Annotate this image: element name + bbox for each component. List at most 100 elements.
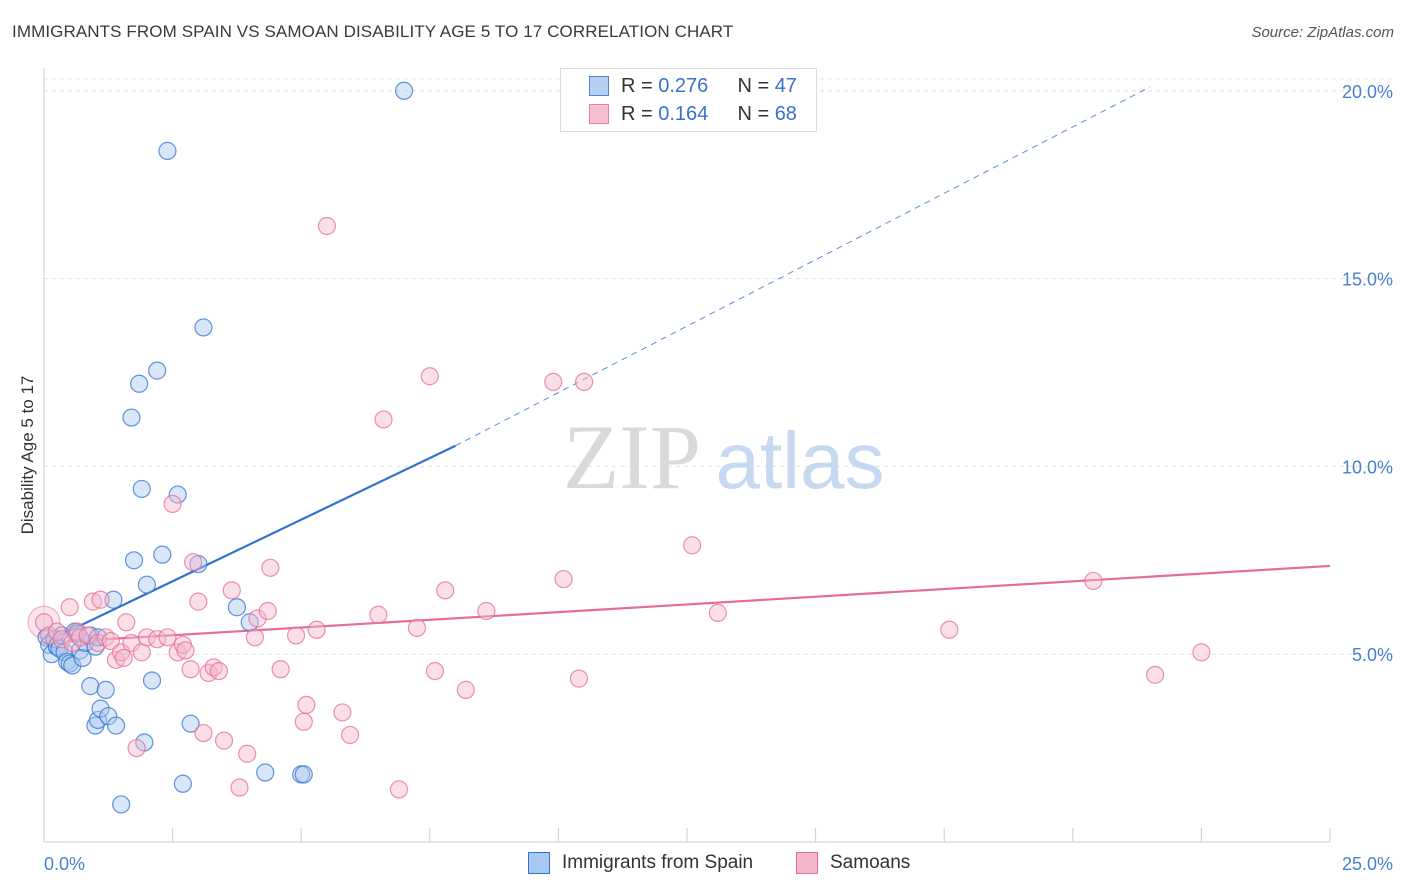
data-point-samoans xyxy=(569,669,589,688)
data-point-samoans xyxy=(407,618,427,638)
data-point-spain xyxy=(73,648,92,668)
axes xyxy=(43,68,1331,843)
data-point-samoans xyxy=(708,603,727,622)
data-point-spain xyxy=(194,318,213,337)
grid-lines xyxy=(44,78,1395,655)
data-point-samoans xyxy=(286,626,306,645)
legend-item-samoans[interactable]: Samoans xyxy=(796,852,910,874)
y-tick-label: 5.0% xyxy=(1352,645,1393,665)
data-point-samoans xyxy=(132,643,151,662)
tick-labels: 5.0% 10.0% 15.0% 20.0% 0.0% 25.0% xyxy=(44,82,1393,874)
data-point-samoans xyxy=(456,680,475,699)
data-point-spain xyxy=(106,716,126,735)
data-point-samoans xyxy=(230,778,249,797)
legend-item-spain[interactable]: Immigrants from Spain xyxy=(528,852,753,874)
data-point-spain xyxy=(99,707,118,726)
x-tick-label: 0.0% xyxy=(44,854,85,874)
legend-label-samoans: Samoans xyxy=(830,852,911,873)
trend-line-spain-extension xyxy=(455,86,1151,447)
legend-r-label: R = xyxy=(621,102,659,125)
data-point-spain xyxy=(256,763,275,782)
data-point-spain xyxy=(122,408,141,427)
data-point-samoans xyxy=(209,661,228,681)
data-point-samoans xyxy=(369,605,388,624)
data-point-spain xyxy=(63,656,82,675)
legend-r-label: R = xyxy=(621,74,659,97)
data-point-spain xyxy=(88,710,108,730)
data-point-spain xyxy=(112,795,131,814)
data-point-samoans xyxy=(101,631,120,651)
legend-n-value: 47 xyxy=(774,74,797,97)
data-point-samoans xyxy=(117,613,136,632)
data-point-samoans xyxy=(78,626,97,645)
legend-swatch-spain xyxy=(528,852,550,874)
legend-swatch-blue xyxy=(589,76,609,96)
watermark: ZIP atlas xyxy=(563,406,884,508)
legend-n-label: N = xyxy=(737,102,775,125)
data-point-samoans xyxy=(238,744,257,763)
data-point-samoans xyxy=(245,628,265,647)
data-point-spain xyxy=(81,677,100,696)
trend-line-spain xyxy=(43,444,456,644)
legend-label-spain: Immigrants from Spain xyxy=(562,852,754,873)
data-point-samoans xyxy=(333,703,352,722)
data-point-samoans xyxy=(420,367,439,386)
data-point-samoans xyxy=(1192,643,1211,662)
data-point-spain xyxy=(227,598,246,617)
y-tick-label: 15.0% xyxy=(1342,270,1393,290)
legend-swatch-pink xyxy=(589,104,609,124)
data-point-samoans xyxy=(575,372,594,391)
data-point-spain xyxy=(153,545,172,564)
data-point-samoans xyxy=(294,712,313,731)
data-point-samoans xyxy=(248,609,267,628)
data-point-samoans xyxy=(389,780,409,799)
data-point-samoans xyxy=(374,410,393,429)
x-tick-label: 25.0% xyxy=(1342,854,1393,874)
legend-n-value: 68 xyxy=(774,102,797,125)
watermark-atlas: atlas xyxy=(716,416,885,505)
data-point-samoans xyxy=(194,723,213,743)
data-point-samoans xyxy=(181,660,200,679)
data-points xyxy=(27,81,1211,814)
legend-box: R = 0.276 N = 47 R = 0.164 N = 68 xyxy=(560,68,817,132)
trend-lines xyxy=(43,86,1331,645)
data-point-samoans xyxy=(683,536,702,555)
series-legend: Immigrants from Spain Samoans xyxy=(0,850,1406,878)
data-point-samoans xyxy=(261,558,280,577)
legend-swatch-samoans xyxy=(796,852,818,874)
data-point-spain xyxy=(137,575,156,594)
data-point-spain xyxy=(158,141,177,160)
data-point-samoans xyxy=(317,216,337,236)
source-label: Source: ZipAtlas.com xyxy=(1251,24,1394,41)
data-point-samoans xyxy=(214,731,234,750)
data-point-samoans xyxy=(189,592,208,611)
data-point-spain xyxy=(130,374,149,393)
y-tick-label: 20.0% xyxy=(1342,82,1393,102)
data-point-samoans xyxy=(340,725,360,745)
data-point-spain xyxy=(168,485,187,504)
data-point-samoans xyxy=(544,372,563,391)
data-point-samoans xyxy=(307,620,326,639)
data-point-samoans xyxy=(184,553,203,572)
data-point-spain xyxy=(173,774,192,793)
data-point-samoans xyxy=(258,601,277,621)
data-point-samoans xyxy=(176,641,195,660)
y-tick-label: 10.0% xyxy=(1342,457,1393,477)
data-point-samoans xyxy=(1084,571,1103,591)
legend-n-label: N = xyxy=(737,74,775,97)
data-point-spain xyxy=(394,81,414,100)
data-point-samoans xyxy=(163,494,182,514)
data-point-samoans xyxy=(1146,665,1165,684)
data-point-samoans xyxy=(425,661,445,681)
data-point-samoans xyxy=(52,630,72,649)
data-point-samoans xyxy=(60,598,79,617)
data-point-spain xyxy=(148,361,167,380)
data-point-spain xyxy=(181,714,200,733)
legend-r-text: R = 0.164 N = 68 xyxy=(621,103,797,126)
watermark-zip: ZIP xyxy=(563,406,701,508)
data-point-samoans xyxy=(127,738,146,758)
data-point-spain xyxy=(104,590,123,609)
data-point-spain xyxy=(91,699,110,718)
data-point-samoans xyxy=(158,628,177,647)
